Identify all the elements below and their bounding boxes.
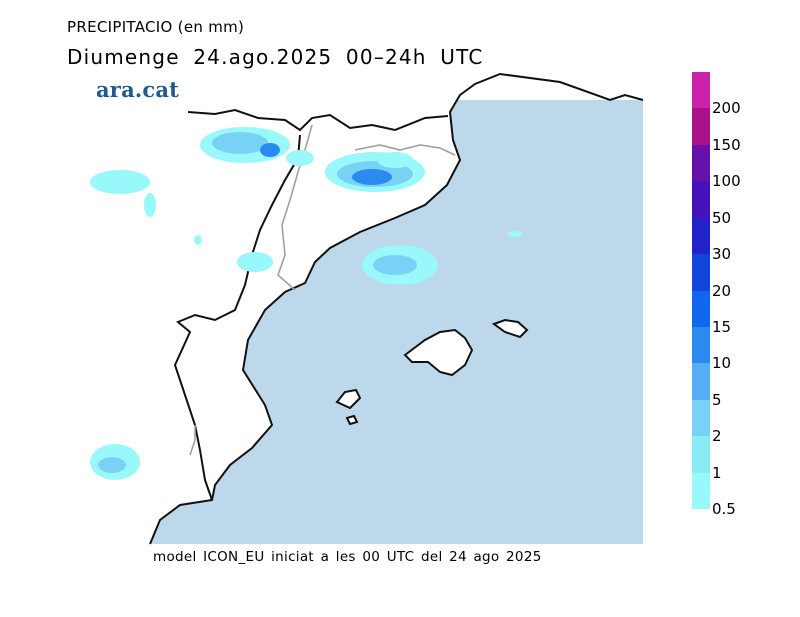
precip-cell-pyrenees-east bbox=[325, 152, 425, 192]
precip-cell-sea bbox=[362, 245, 438, 285]
brand-logo: ara.cat bbox=[96, 77, 180, 102]
admin-border-andorra bbox=[354, 144, 456, 156]
pyrenees-border bbox=[187, 108, 449, 132]
legend-swatch bbox=[692, 254, 710, 291]
legend-swatch bbox=[692, 399, 710, 437]
island-menorca bbox=[491, 318, 529, 339]
mainland bbox=[70, 78, 490, 544]
legend-label: 200 bbox=[712, 99, 741, 118]
precip-cell-pyrenees-west bbox=[200, 127, 314, 166]
map-date-title: Diumenge 24.ago.2025 00–24h UTC bbox=[67, 45, 484, 69]
legend-swatch bbox=[692, 363, 710, 401]
western-border bbox=[173, 134, 301, 501]
legend-label: 15 bbox=[712, 317, 732, 336]
admin-border-valencia bbox=[189, 425, 196, 456]
legend-label: 150 bbox=[712, 135, 741, 154]
island-mallorca bbox=[403, 328, 474, 377]
coastline bbox=[149, 72, 644, 545]
legend-swatch bbox=[692, 326, 710, 364]
legend-label: 0.5 bbox=[712, 500, 736, 518]
model-run-footer: model ICON_EU iniciat a les 00 UTC del 2… bbox=[153, 549, 542, 565]
legend-swatch bbox=[692, 108, 710, 146]
legend-label: 1 bbox=[712, 463, 722, 482]
legend-label: 30 bbox=[712, 245, 732, 264]
island-formentera bbox=[345, 414, 359, 426]
legend-swatch bbox=[692, 290, 710, 328]
precip-cell-west bbox=[90, 170, 523, 480]
map-variable-title: PRECIPITACIO (en mm) bbox=[67, 18, 245, 36]
legend-label: 100 bbox=[712, 172, 741, 191]
legend-swatch bbox=[692, 217, 710, 255]
precipitation-legend bbox=[692, 72, 710, 510]
legend-swatch bbox=[692, 472, 710, 510]
legend-swatch bbox=[692, 72, 710, 109]
legend-label: 20 bbox=[712, 281, 732, 300]
legend-swatch bbox=[692, 436, 710, 474]
legend-label: 10 bbox=[712, 354, 732, 373]
legend-swatch bbox=[692, 181, 710, 219]
legend-label: 50 bbox=[712, 208, 732, 227]
legend-label: 5 bbox=[712, 390, 722, 409]
legend-label: 2 bbox=[712, 427, 722, 446]
island-ibiza bbox=[335, 388, 362, 410]
legend-swatch bbox=[692, 144, 710, 182]
